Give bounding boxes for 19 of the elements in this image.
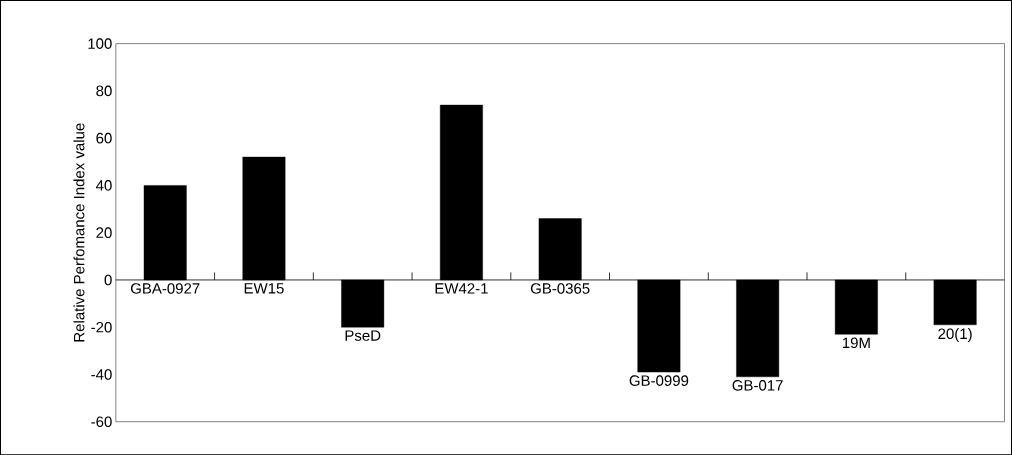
y-tick-label: 100: [88, 38, 112, 49]
x-tick-label: EW15: [244, 282, 284, 294]
x-tick-label: 19M: [842, 337, 870, 348]
x-tick-label: PseD: [345, 330, 381, 341]
y-tick-label: 80: [96, 85, 112, 97]
x-tick-label: GB-017: [732, 379, 783, 391]
x-tick-label: 20(1): [938, 327, 972, 342]
x-tick-label: GB-0365: [530, 282, 590, 294]
y-tick-label: -40: [91, 369, 112, 380]
y-tick-label: -60: [91, 416, 112, 427]
y-tick-label: 40: [95, 179, 112, 191]
y-axis-title: Relative Perfomance Index value: [73, 123, 85, 342]
y-tick-label: 20: [96, 227, 112, 238]
x-tick-label: GB-0999: [629, 375, 689, 386]
x-tick-label: EW42-1: [435, 282, 488, 294]
y-tick-label: -20: [91, 321, 112, 333]
y-tick-label: 60: [96, 132, 112, 144]
x-tick-label: GBA-0927: [130, 282, 200, 294]
y-tick-label: 0: [104, 274, 112, 286]
